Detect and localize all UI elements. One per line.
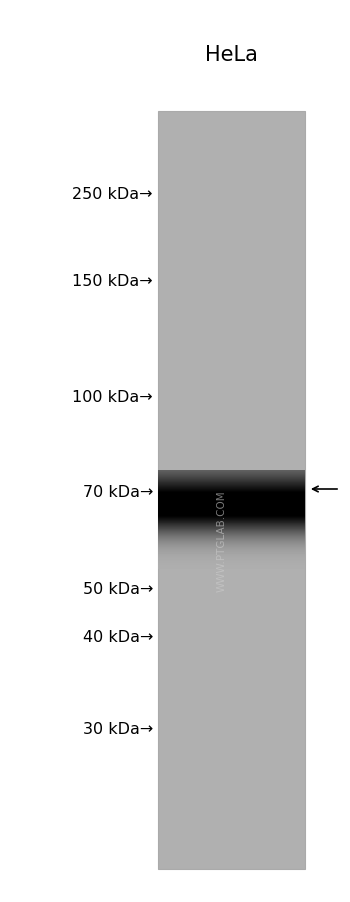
- Text: 70 kDa→: 70 kDa→: [83, 485, 153, 500]
- Text: 150 kDa→: 150 kDa→: [72, 274, 153, 290]
- Text: 50 kDa→: 50 kDa→: [83, 582, 153, 597]
- Text: 40 kDa→: 40 kDa→: [83, 630, 153, 645]
- Text: WWW.PTGLAB.COM: WWW.PTGLAB.COM: [217, 490, 226, 591]
- Text: 100 kDa→: 100 kDa→: [72, 390, 153, 405]
- Text: HeLa: HeLa: [204, 45, 258, 65]
- Text: 30 kDa→: 30 kDa→: [83, 722, 153, 737]
- Text: 250 kDa→: 250 kDa→: [72, 188, 153, 202]
- Bar: [158, 112, 305, 869]
